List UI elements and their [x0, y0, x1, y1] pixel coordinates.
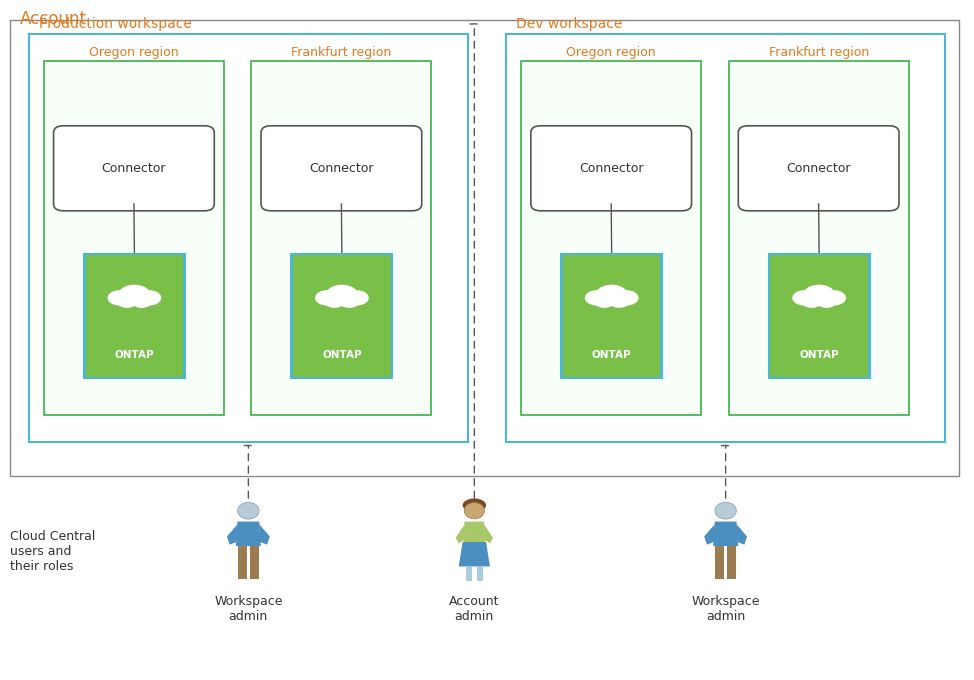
FancyBboxPatch shape	[290, 253, 393, 379]
Text: ONTAP: ONTAP	[115, 350, 154, 360]
Polygon shape	[484, 524, 493, 543]
FancyBboxPatch shape	[261, 126, 422, 211]
Ellipse shape	[816, 295, 837, 308]
FancyBboxPatch shape	[251, 61, 431, 415]
Ellipse shape	[339, 295, 359, 308]
Polygon shape	[704, 524, 715, 545]
Ellipse shape	[324, 295, 345, 308]
FancyBboxPatch shape	[506, 34, 945, 442]
Polygon shape	[456, 524, 465, 543]
FancyBboxPatch shape	[29, 34, 468, 442]
Polygon shape	[459, 542, 490, 566]
FancyBboxPatch shape	[802, 298, 837, 305]
FancyBboxPatch shape	[738, 126, 899, 211]
Text: Connector: Connector	[786, 162, 851, 175]
FancyBboxPatch shape	[86, 255, 183, 377]
Ellipse shape	[238, 503, 259, 519]
Ellipse shape	[136, 290, 162, 305]
Text: ONTAP: ONTAP	[322, 350, 361, 360]
FancyBboxPatch shape	[768, 253, 871, 379]
FancyBboxPatch shape	[563, 255, 660, 377]
Ellipse shape	[715, 503, 736, 519]
Polygon shape	[236, 522, 261, 546]
FancyBboxPatch shape	[531, 126, 692, 211]
FancyBboxPatch shape	[594, 298, 629, 305]
Ellipse shape	[584, 290, 610, 305]
Polygon shape	[713, 522, 738, 546]
Ellipse shape	[119, 285, 150, 305]
FancyBboxPatch shape	[250, 546, 259, 579]
Ellipse shape	[325, 285, 358, 305]
Ellipse shape	[614, 290, 639, 305]
Text: Connector: Connector	[309, 162, 374, 175]
Ellipse shape	[804, 285, 836, 305]
Text: Oregon region: Oregon region	[89, 46, 179, 59]
Ellipse shape	[802, 295, 822, 308]
Text: Frankfurt region: Frankfurt region	[291, 46, 392, 59]
Polygon shape	[259, 524, 270, 545]
Ellipse shape	[594, 295, 615, 308]
Text: Account: Account	[19, 10, 87, 28]
Ellipse shape	[131, 295, 152, 308]
Ellipse shape	[463, 498, 486, 512]
FancyBboxPatch shape	[117, 298, 152, 305]
FancyBboxPatch shape	[560, 253, 663, 379]
Polygon shape	[736, 524, 747, 545]
Ellipse shape	[596, 285, 628, 305]
FancyBboxPatch shape	[238, 546, 246, 579]
Polygon shape	[227, 524, 238, 545]
Text: Frankfurt region: Frankfurt region	[768, 46, 869, 59]
Ellipse shape	[792, 290, 817, 305]
FancyBboxPatch shape	[83, 253, 186, 379]
FancyBboxPatch shape	[728, 546, 736, 579]
Ellipse shape	[315, 290, 340, 305]
Text: Connector: Connector	[579, 162, 644, 175]
Ellipse shape	[344, 290, 369, 305]
FancyBboxPatch shape	[521, 61, 701, 415]
Ellipse shape	[465, 503, 484, 519]
Ellipse shape	[107, 290, 132, 305]
Text: Account
admin: Account admin	[449, 595, 500, 623]
Text: Workspace
admin: Workspace admin	[214, 595, 282, 623]
FancyBboxPatch shape	[770, 255, 868, 377]
Ellipse shape	[609, 295, 629, 308]
FancyBboxPatch shape	[54, 126, 214, 211]
FancyBboxPatch shape	[729, 61, 909, 415]
Text: Production workspace: Production workspace	[39, 16, 192, 31]
FancyBboxPatch shape	[324, 298, 359, 305]
Polygon shape	[464, 522, 485, 542]
FancyBboxPatch shape	[476, 566, 483, 581]
Ellipse shape	[117, 295, 137, 308]
FancyBboxPatch shape	[293, 255, 391, 377]
Text: ONTAP: ONTAP	[800, 350, 839, 360]
FancyBboxPatch shape	[466, 566, 472, 581]
Ellipse shape	[821, 290, 846, 305]
FancyBboxPatch shape	[10, 20, 959, 476]
Text: Cloud Central
users and
their roles: Cloud Central users and their roles	[10, 530, 95, 573]
Text: Workspace
admin: Workspace admin	[692, 595, 760, 623]
Text: ONTAP: ONTAP	[592, 350, 631, 360]
FancyBboxPatch shape	[44, 61, 224, 415]
Text: Connector: Connector	[101, 162, 167, 175]
Text: Dev workspace: Dev workspace	[516, 16, 622, 31]
FancyBboxPatch shape	[715, 546, 724, 579]
Text: Oregon region: Oregon region	[566, 46, 656, 59]
